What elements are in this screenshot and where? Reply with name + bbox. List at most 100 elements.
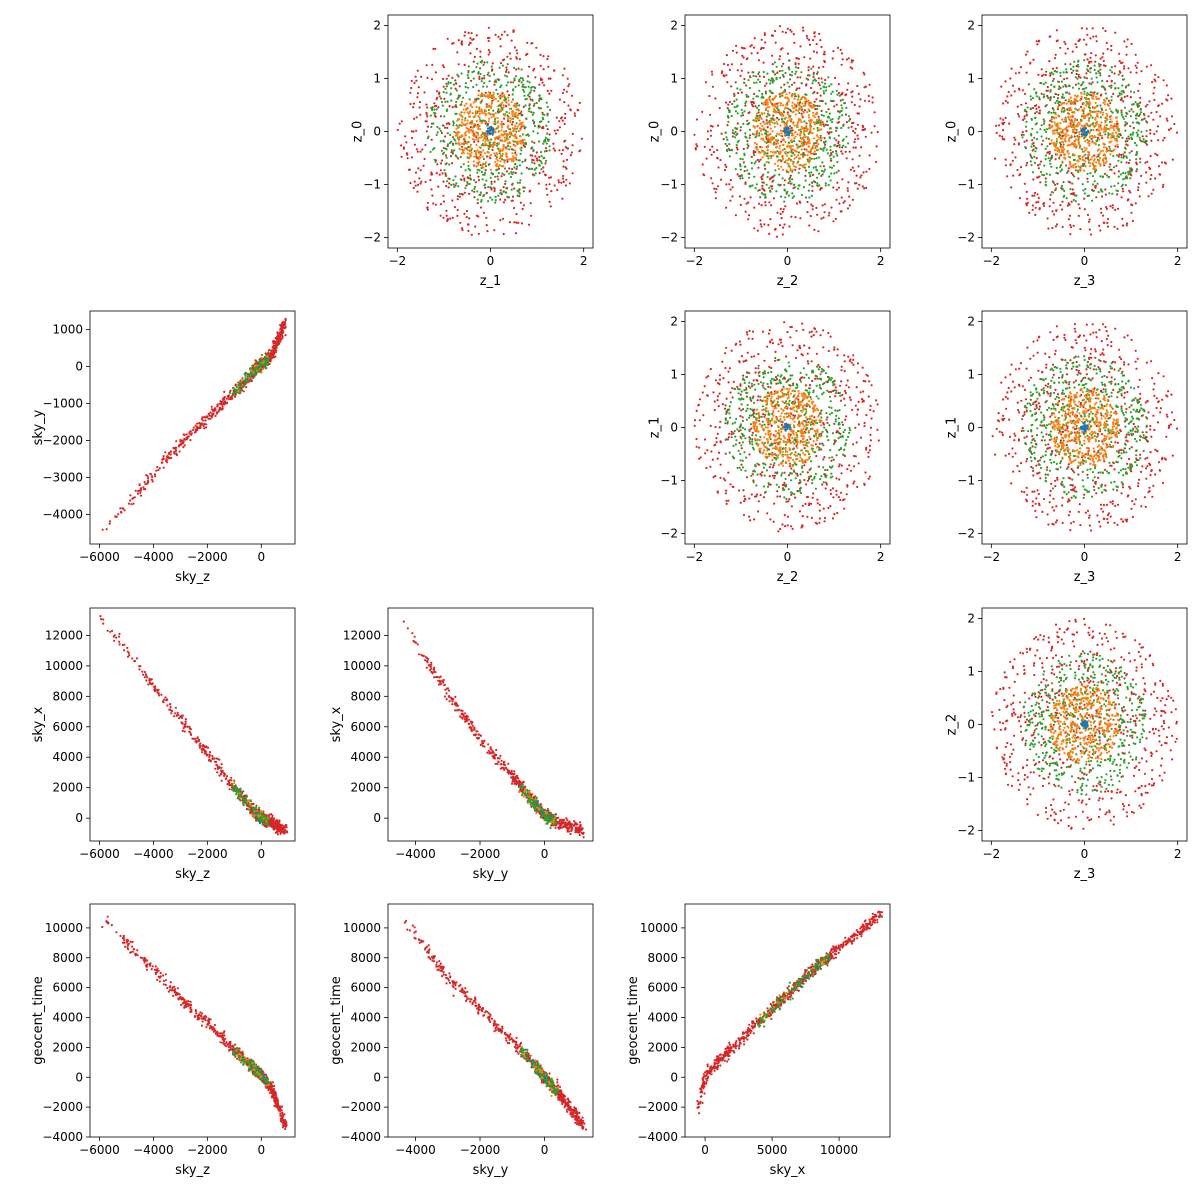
scatter-point — [1001, 135, 1004, 138]
scatter-point — [503, 167, 507, 170]
scatter-point — [832, 220, 835, 223]
scatter-point — [1146, 103, 1149, 106]
scatter-point — [782, 110, 785, 113]
scatter-point — [510, 157, 513, 160]
scatter-point — [499, 148, 502, 151]
scatter-point — [815, 157, 818, 160]
scatter-point — [467, 31, 470, 34]
scatter-point — [1043, 202, 1046, 205]
scatter-point — [780, 132, 783, 135]
scatter-point — [780, 92, 783, 95]
scatter-point — [563, 116, 567, 120]
scatter-point — [994, 157, 997, 160]
scatter-point — [801, 164, 804, 167]
scatter-point — [530, 89, 533, 92]
scatter-point — [1077, 108, 1081, 111]
scatter-point — [1075, 144, 1078, 148]
scatter-point — [786, 131, 789, 134]
scatter-point — [1035, 104, 1038, 107]
scatter-point — [826, 120, 829, 123]
scatter-point — [1078, 136, 1081, 139]
scatter-point — [770, 204, 773, 207]
scatter-point — [1082, 189, 1085, 192]
scatter-point — [459, 155, 462, 159]
scatter-point — [570, 94, 574, 97]
scatter-point — [1077, 170, 1080, 174]
scatter-point — [739, 157, 742, 160]
scatter-point — [805, 84, 808, 87]
scatter-point — [512, 127, 515, 130]
scatter-point — [1131, 133, 1134, 136]
scatter-point — [1089, 114, 1092, 117]
scatter-point — [503, 114, 506, 117]
scatter-point — [847, 126, 850, 129]
scatter-point — [875, 160, 878, 164]
scatter-point — [1072, 65, 1075, 68]
scatter-point — [1053, 141, 1056, 145]
scatter-point — [1031, 139, 1034, 142]
scatter-point — [745, 84, 748, 87]
scatter-point — [806, 154, 809, 157]
scatter-point — [849, 117, 852, 121]
scatter-point — [489, 126, 492, 129]
scatter-point — [752, 150, 755, 153]
scatter-point — [460, 165, 463, 169]
scatter-point — [1112, 166, 1116, 169]
scatter-point — [146, 475, 149, 478]
scatter-point — [430, 188, 433, 191]
scatter-point — [1107, 136, 1110, 139]
scatter-point — [446, 218, 450, 221]
scatter-point — [810, 157, 813, 160]
scatter-point — [1101, 137, 1104, 140]
scatter-point — [741, 158, 744, 161]
scatter-point — [703, 145, 706, 148]
scatter-point — [811, 185, 814, 188]
scatter-point — [851, 95, 854, 98]
scatter-point — [476, 161, 479, 164]
scatter-point — [1095, 161, 1098, 164]
scatter-point — [527, 85, 530, 88]
scatter-point — [789, 125, 792, 128]
scatter-point — [515, 68, 518, 71]
scatter-point — [760, 225, 763, 228]
scatter-point — [1097, 154, 1100, 157]
scatter-point — [766, 106, 769, 109]
scatter-point — [814, 107, 817, 111]
scatter-point — [502, 130, 506, 133]
scatter-point — [404, 135, 407, 138]
scatter-point — [467, 160, 470, 163]
scatter-point — [758, 114, 762, 117]
scatter-point — [1054, 183, 1057, 186]
scatter-point — [562, 177, 565, 180]
scatter-point — [781, 233, 784, 236]
scatter-point — [456, 119, 459, 122]
scatter-point — [774, 142, 777, 145]
scatter-point — [483, 173, 486, 176]
scatter-point — [1081, 124, 1084, 127]
scatter-point — [741, 54, 744, 57]
scatter-point — [485, 192, 488, 195]
scatter-point — [479, 206, 483, 209]
scatter-point — [1069, 101, 1072, 104]
scatter-point — [451, 216, 454, 219]
scatter-point — [763, 33, 766, 37]
scatter-point — [450, 183, 453, 186]
scatter-point — [493, 73, 496, 76]
scatter-point — [1039, 128, 1042, 131]
scatter-point — [491, 129, 494, 132]
scatter-point — [813, 100, 816, 103]
scatter-point — [501, 64, 504, 67]
scatter-point — [845, 157, 848, 160]
scatter-point — [543, 150, 546, 153]
scatter-point — [764, 196, 767, 199]
scatter-point — [1064, 135, 1067, 138]
scatter-point — [536, 132, 539, 135]
scatter-point — [498, 164, 501, 167]
scatter-point — [1013, 90, 1016, 93]
scatter-point — [1136, 61, 1139, 64]
scatter-point — [1053, 144, 1056, 147]
scatter-point — [796, 121, 799, 124]
scatter-point — [1053, 95, 1056, 99]
scatter-point — [760, 204, 763, 207]
scatter-point — [1072, 153, 1075, 156]
